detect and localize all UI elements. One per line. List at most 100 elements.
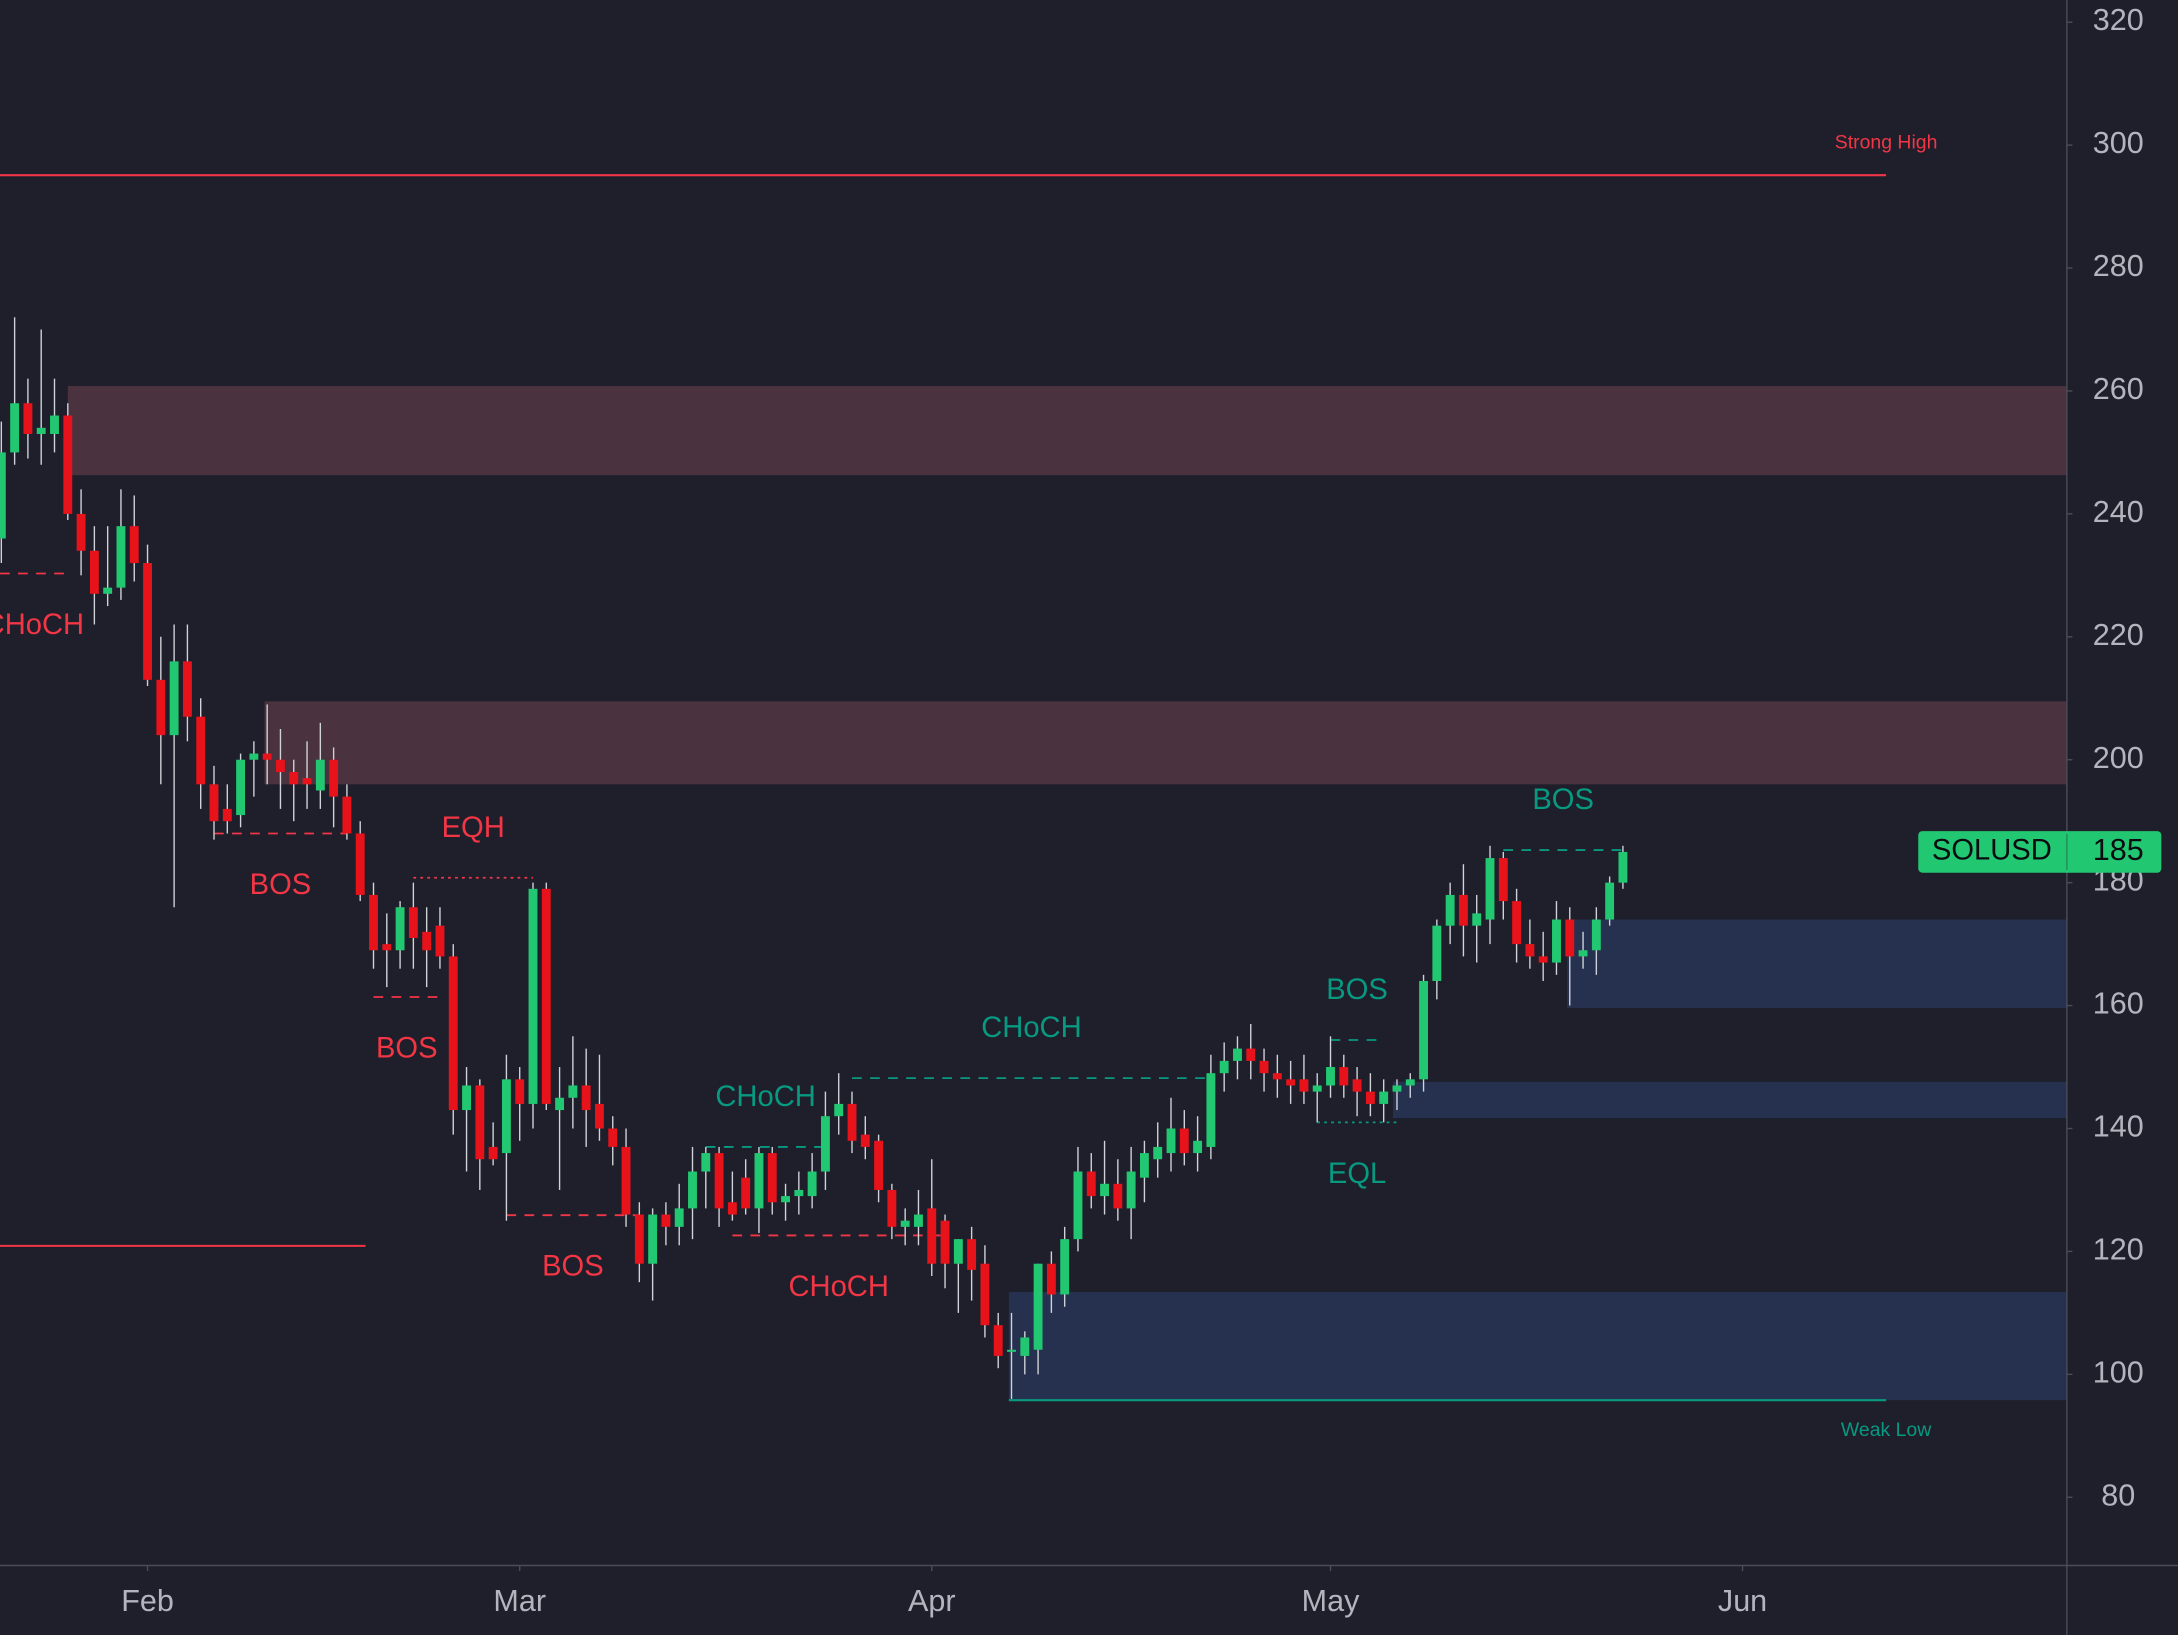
candle-body	[1126, 1171, 1136, 1209]
candle-body	[302, 778, 312, 785]
candle-body	[1073, 1171, 1083, 1240]
candle-body	[462, 1085, 471, 1111]
candle-body	[1525, 944, 1535, 957]
candle-body	[342, 796, 352, 834]
candle-body	[1259, 1060, 1269, 1074]
candle-body	[887, 1189, 897, 1227]
candle-body	[661, 1214, 671, 1227]
candle-body	[953, 1239, 963, 1264]
structure-label: EQL	[1328, 1158, 1386, 1190]
zone	[1392, 1081, 2067, 1119]
candle-body	[143, 563, 152, 680]
candle-body	[741, 1177, 751, 1209]
candle-body	[927, 1208, 937, 1264]
candle-body	[820, 1116, 830, 1172]
x-tick-label: Feb	[121, 1584, 174, 1618]
y-tick-label: 320	[2093, 3, 2144, 37]
candle-body	[1246, 1048, 1256, 1061]
candle-body	[1419, 980, 1428, 1080]
candle-body	[807, 1171, 817, 1197]
candle-body	[475, 1085, 485, 1160]
candle-body	[993, 1325, 1003, 1356]
candle-body	[1538, 956, 1548, 963]
candle-body	[727, 1202, 737, 1215]
candle-body	[103, 587, 113, 594]
candle-body	[448, 956, 458, 1111]
candle-body	[1086, 1171, 1096, 1197]
candle-body	[1352, 1079, 1362, 1092]
structure-lines: Strong High Weak Low CHoCH BOS EQH BOS BOS CHoC…	[0, 131, 1938, 1441]
symbol-label: SOLUSD	[1932, 835, 2052, 867]
candle-body	[1578, 950, 1588, 957]
price-tag-box	[1918, 831, 2162, 873]
candle-body	[1392, 1085, 1402, 1092]
y-tick-label: 260	[2093, 372, 2144, 406]
candle-body	[674, 1208, 684, 1227]
candle-body	[648, 1214, 658, 1264]
candle-body	[249, 753, 259, 760]
candle-body	[834, 1103, 844, 1117]
candle-body	[488, 1146, 498, 1160]
candle-body	[369, 894, 378, 951]
candle-body	[276, 759, 285, 773]
x-tick-label: May	[1302, 1584, 1360, 1618]
candle-body	[1179, 1128, 1189, 1154]
candle-body	[515, 1079, 525, 1104]
y-tick-label: 140	[2093, 1110, 2144, 1144]
candle-body	[1512, 901, 1522, 945]
candle-body	[1312, 1085, 1322, 1092]
structure-label: CHoCH	[0, 609, 84, 641]
candle-body	[422, 931, 432, 951]
candle-body	[1485, 858, 1495, 920]
candles	[0, 317, 1628, 1399]
candle-body	[1326, 1067, 1335, 1086]
candle-body	[1498, 858, 1508, 902]
candle-body	[1458, 894, 1468, 926]
structure-label: BOS	[542, 1251, 604, 1283]
candle-body	[1565, 919, 1575, 957]
structure-label: BOS	[1532, 784, 1594, 816]
candle-body	[595, 1103, 604, 1129]
candle-body	[1113, 1183, 1123, 1209]
zone	[67, 386, 2067, 476]
candle-body	[1100, 1183, 1109, 1197]
candle-body	[1007, 1349, 1016, 1352]
zone	[264, 701, 2067, 785]
candle-body	[634, 1214, 644, 1264]
candle-body	[900, 1220, 910, 1227]
candle-body	[222, 808, 232, 822]
candle-body	[914, 1214, 923, 1227]
last-price-label: 185	[2093, 833, 2144, 867]
candle-body	[980, 1263, 990, 1326]
candle-body	[1472, 913, 1482, 926]
candle-body	[794, 1189, 804, 1197]
candle-body	[940, 1220, 950, 1264]
candle-body	[89, 550, 99, 594]
candle-body	[36, 427, 46, 434]
candle-body	[289, 772, 299, 785]
candle-body	[1046, 1263, 1056, 1295]
level-label: Strong High	[1835, 131, 1938, 153]
price-tag: SOLUSD 185	[1918, 831, 2162, 873]
candle-body	[355, 833, 365, 895]
candle-body	[1233, 1048, 1242, 1061]
candle-body	[1445, 894, 1455, 926]
candle-body	[0, 452, 6, 539]
y-tick-label: 240	[2093, 495, 2144, 529]
y-tick-label: 120	[2093, 1232, 2144, 1266]
candle-body	[1405, 1079, 1415, 1086]
x-tick-label: Apr	[908, 1584, 956, 1618]
candle-body	[169, 661, 179, 736]
candle-body	[1139, 1153, 1149, 1178]
candle-body	[262, 753, 272, 760]
candle-body	[501, 1079, 511, 1154]
candle-body	[382, 944, 392, 951]
y-tick-label: 280	[2093, 249, 2144, 283]
candle-body	[1060, 1239, 1070, 1295]
candle-body	[1286, 1079, 1296, 1086]
candle-body	[528, 888, 538, 1104]
candle-body	[1020, 1337, 1030, 1356]
candle-body	[116, 526, 126, 588]
candle-body	[555, 1097, 565, 1111]
